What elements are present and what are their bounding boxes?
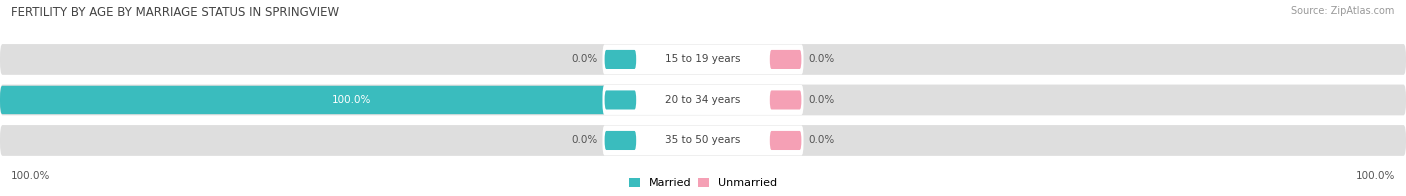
FancyBboxPatch shape (0, 84, 1406, 115)
Text: FERTILITY BY AGE BY MARRIAGE STATUS IN SPRINGVIEW: FERTILITY BY AGE BY MARRIAGE STATUS IN S… (11, 6, 339, 19)
Text: 35 to 50 years: 35 to 50 years (665, 135, 741, 145)
Text: Source: ZipAtlas.com: Source: ZipAtlas.com (1291, 6, 1395, 16)
Text: 100.0%: 100.0% (332, 95, 371, 105)
Text: 0.0%: 0.0% (571, 54, 598, 64)
Text: 0.0%: 0.0% (571, 135, 598, 145)
FancyBboxPatch shape (605, 90, 637, 110)
Text: 15 to 19 years: 15 to 19 years (665, 54, 741, 64)
Text: 20 to 34 years: 20 to 34 years (665, 95, 741, 105)
FancyBboxPatch shape (770, 90, 801, 110)
FancyBboxPatch shape (0, 125, 1406, 156)
FancyBboxPatch shape (605, 50, 637, 69)
Text: 0.0%: 0.0% (808, 135, 835, 145)
Legend: Married, Unmarried: Married, Unmarried (628, 178, 778, 189)
FancyBboxPatch shape (603, 125, 804, 155)
Text: 0.0%: 0.0% (808, 95, 835, 105)
Text: 100.0%: 100.0% (11, 171, 51, 181)
FancyBboxPatch shape (605, 131, 637, 150)
Text: 0.0%: 0.0% (808, 54, 835, 64)
FancyBboxPatch shape (770, 131, 801, 150)
FancyBboxPatch shape (603, 44, 804, 74)
Text: 100.0%: 100.0% (1355, 171, 1395, 181)
FancyBboxPatch shape (770, 50, 801, 69)
FancyBboxPatch shape (603, 85, 804, 115)
FancyBboxPatch shape (0, 86, 703, 114)
FancyBboxPatch shape (0, 44, 1406, 75)
